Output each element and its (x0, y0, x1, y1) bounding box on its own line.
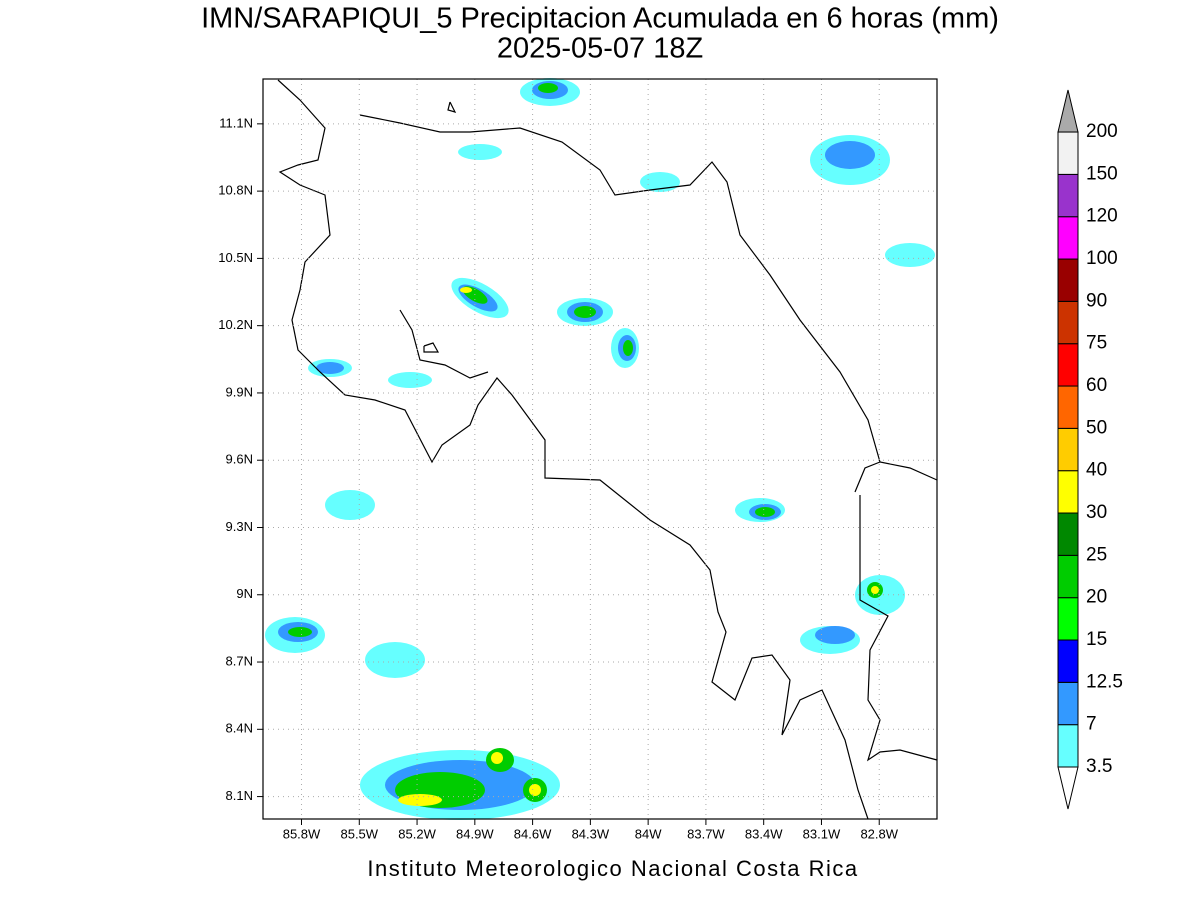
title: IMN/SARAPIQUI_5 Precipitacion Acumulada … (201, 3, 999, 35)
colorbar-box (1057, 724, 1079, 768)
y-tick-label: 9N (236, 586, 253, 601)
x-tick-label: 85.2W (398, 826, 436, 841)
colorbar-label: 75 (1086, 333, 1107, 354)
subtitle: 2025-05-07 18Z (497, 33, 703, 65)
colorbar-box (1057, 173, 1079, 218)
colorbar-label: 60 (1086, 375, 1107, 396)
map-frame (262, 78, 938, 820)
colorbar-label: 200 (1086, 121, 1118, 142)
colorbar-box (1057, 470, 1079, 514)
colorbar-label: 30 (1086, 502, 1107, 523)
x-tick-label: 83.7W (687, 826, 725, 841)
y-tick-label: 8.7N (226, 653, 253, 668)
y-tick-label: 8.4N (226, 721, 253, 736)
colorbar-below (1057, 766, 1079, 810)
y-tick-label: 10.2N (218, 317, 253, 332)
colorbar-label: 120 (1086, 206, 1118, 227)
colorbar-box (1057, 512, 1079, 556)
colorbar-label: 100 (1086, 248, 1118, 269)
y-tick-label: 10.8N (218, 183, 253, 198)
colorbar-label: 90 (1086, 290, 1107, 311)
y-tick-label: 9.9N (226, 384, 253, 399)
y-tick-label: 9.6N (226, 452, 253, 467)
footer: Instituto Meteorologico Nacional Costa R… (367, 856, 858, 881)
y-tick-label: 10.5N (218, 250, 253, 265)
colorbar-label: 50 (1086, 417, 1107, 438)
x-tick-label: 85.5W (340, 826, 378, 841)
colorbar-box (1057, 343, 1079, 387)
y-tick-label: 9.3N (226, 519, 253, 534)
colorbar-box (1057, 258, 1079, 302)
x-tick-label: 84.3W (572, 826, 610, 841)
y-tick-label: 11.1N (219, 115, 253, 130)
graticule (257, 79, 937, 825)
x-tick-label: 84.9W (456, 826, 494, 841)
colorbar-box (1057, 216, 1079, 260)
colorbar-box (1057, 131, 1079, 175)
colorbar-label: 3.5 (1086, 756, 1112, 777)
y-tick-label: 8.1N (226, 788, 253, 803)
coastline (277, 79, 938, 820)
colorbar-box (1057, 597, 1079, 641)
colorbar-above (1057, 89, 1079, 133)
colorbar-label: 150 (1086, 163, 1118, 184)
colorbar-label: 20 (1086, 587, 1107, 608)
x-tick-label: 83.1W (803, 826, 841, 841)
colorbar-box (1057, 427, 1079, 472)
colorbar-box (1057, 300, 1079, 345)
x-tick-label: 84W (635, 826, 662, 841)
x-tick-label: 83.4W (745, 826, 783, 841)
x-tick-label: 82.8W (860, 826, 898, 841)
colorbar: 3.5 7 12.5 15 20 25 30 40 50 60 75 90 100 120 150 200 (1057, 89, 1123, 810)
x-tick-label: 84.6W (514, 826, 552, 841)
colorbar-box (1057, 639, 1079, 683)
colorbar-label: 7 (1086, 714, 1097, 735)
colorbar-label: 15 (1086, 629, 1107, 650)
precipitation-field (265, 78, 935, 820)
colorbar-box (1057, 681, 1079, 726)
colorbar-label: 25 (1086, 544, 1107, 565)
colorbar-box (1057, 385, 1079, 429)
colorbar-box (1057, 554, 1079, 599)
colorbar-label: 12.5 (1086, 671, 1123, 692)
x-tick-label: 85.8W (283, 826, 321, 841)
colorbar-label: 40 (1086, 460, 1107, 481)
